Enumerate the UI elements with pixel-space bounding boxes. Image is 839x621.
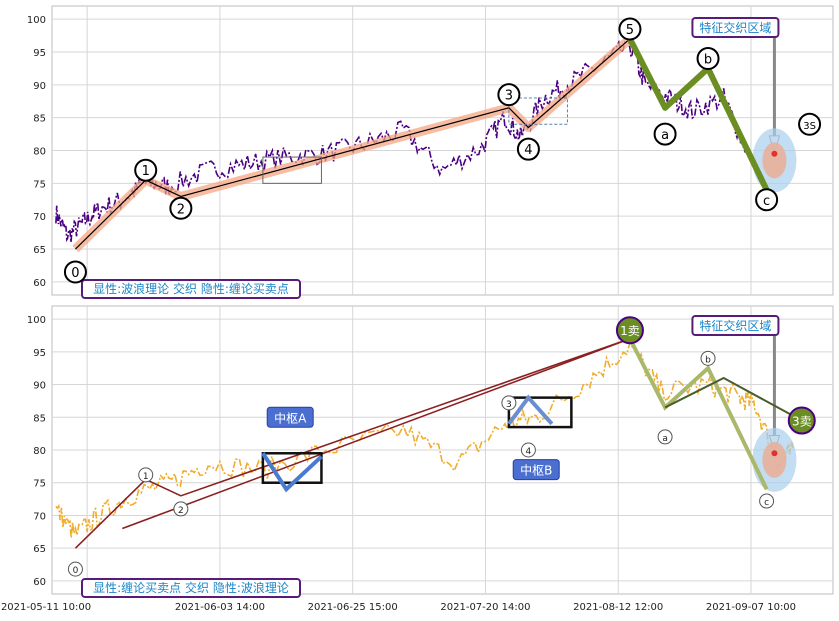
wave-label: a [661, 128, 669, 143]
wave-label: 5 [626, 23, 634, 38]
point-label-circle [657, 429, 673, 445]
point-label-circle [138, 467, 154, 483]
point-label-circle [759, 493, 775, 509]
wave-label-circle [755, 188, 779, 212]
interweave-ellipse-inner [762, 441, 787, 478]
x-tick-label: 2021-09-07 10:00 [706, 602, 796, 613]
callout-box [691, 17, 780, 38]
interweave-ellipse-inner [762, 142, 787, 179]
point-label-circle [67, 561, 83, 577]
point-label: 0 [73, 566, 79, 576]
wave-label-circle [63, 260, 87, 284]
point-label-circle [520, 442, 536, 458]
y-tick-label: 60 [33, 278, 46, 289]
zs-box [507, 396, 573, 429]
wave-label: b [704, 53, 712, 68]
point-label: 4 [526, 447, 532, 457]
wave-label: 3S [803, 121, 816, 132]
x-tick-label: 2021-05-11 10:00 [1, 602, 91, 613]
callout-box [691, 315, 780, 336]
y-tick-label: 100 [27, 15, 46, 26]
zs-box [508, 97, 568, 125]
legend-box [81, 279, 301, 299]
y-tick-label: 90 [33, 381, 46, 392]
interweave-dot [771, 150, 778, 157]
wave-label-circle [497, 83, 521, 107]
wave-label: 1 [142, 164, 150, 179]
legend-text: 显性:缠论买卖点 交织 隐性:波浪理论 [93, 580, 289, 595]
y-tick-label: 100 [27, 315, 46, 326]
wave-label: 2 [177, 202, 185, 217]
wave-label: c [763, 194, 770, 209]
wave-up-line [75, 38, 631, 250]
bs-marker-circle [615, 316, 644, 345]
point-label: c [764, 498, 769, 508]
interweave-dot [771, 450, 778, 457]
point-label: 2 [178, 506, 184, 516]
x-tick-label: 2021-07-20 14:00 [440, 602, 530, 613]
bi-line [122, 337, 631, 530]
point-label-circle [173, 501, 189, 517]
point-label: a [662, 434, 668, 444]
y-tick-label: 65 [33, 245, 46, 256]
y-tick-label: 60 [33, 577, 46, 588]
wave-label-circle [134, 158, 158, 182]
y-tick-label: 95 [33, 48, 46, 59]
y-tick-label: 70 [33, 511, 46, 522]
wave-down-line [627, 37, 770, 192]
seg-down [628, 337, 769, 491]
point-label-circle [501, 395, 517, 411]
wave-label: 3 [505, 89, 513, 104]
zs-label-box [512, 459, 560, 481]
wave-label-circle [618, 17, 642, 41]
point-label: 1 [143, 472, 149, 482]
y-tick-label: 80 [33, 147, 46, 158]
point-label: b [705, 355, 711, 365]
zs-label: 中枢A [274, 410, 307, 425]
y-tick-label: 75 [33, 179, 46, 190]
zs-box [262, 156, 322, 184]
y-tick-label: 80 [33, 446, 46, 457]
seg-line [664, 376, 803, 422]
bi-line [74, 337, 631, 549]
zs-label: 中枢B [520, 463, 552, 478]
y-tick-label: 65 [33, 544, 46, 555]
wave-label-circle [516, 137, 540, 161]
bs-marker-label: 1卖 [620, 324, 640, 338]
wave-label: 0 [71, 266, 79, 281]
zs-zigzag [507, 394, 554, 426]
y-tick-label: 75 [33, 479, 46, 490]
bs-marker-circle [787, 406, 816, 435]
y-tick-label: 85 [33, 413, 46, 424]
y-tick-label: 90 [33, 81, 46, 92]
y-tick-label: 85 [33, 114, 46, 125]
callout-text: 特征交织区域 [699, 318, 771, 333]
wave-label-circle [169, 196, 193, 220]
wave-label-circle [696, 47, 720, 71]
callout-text: 特征交织区域 [699, 20, 771, 35]
price-line [55, 340, 794, 538]
zs-zigzag [261, 452, 323, 493]
wave-label: 4 [524, 143, 532, 158]
point-label: 3 [506, 400, 512, 410]
y-tick-label: 95 [33, 348, 46, 359]
x-tick-label: 2021-08-12 12:00 [573, 602, 663, 613]
legend-text: 显性:波浪理论 交织 隐性:缠论买卖点 [93, 281, 289, 296]
point-label-circle [700, 350, 716, 366]
x-tick-label: 2021-06-03 14:00 [175, 602, 265, 613]
zs-label-box [266, 406, 314, 428]
wave-label-circle [798, 112, 822, 136]
x-tick-label: 2021-06-25 15:00 [308, 602, 398, 613]
bs-marker-label: 3卖 [792, 415, 812, 429]
y-tick-label: 70 [33, 212, 46, 223]
wave-label-circle [653, 122, 677, 146]
legend-box [81, 578, 301, 598]
